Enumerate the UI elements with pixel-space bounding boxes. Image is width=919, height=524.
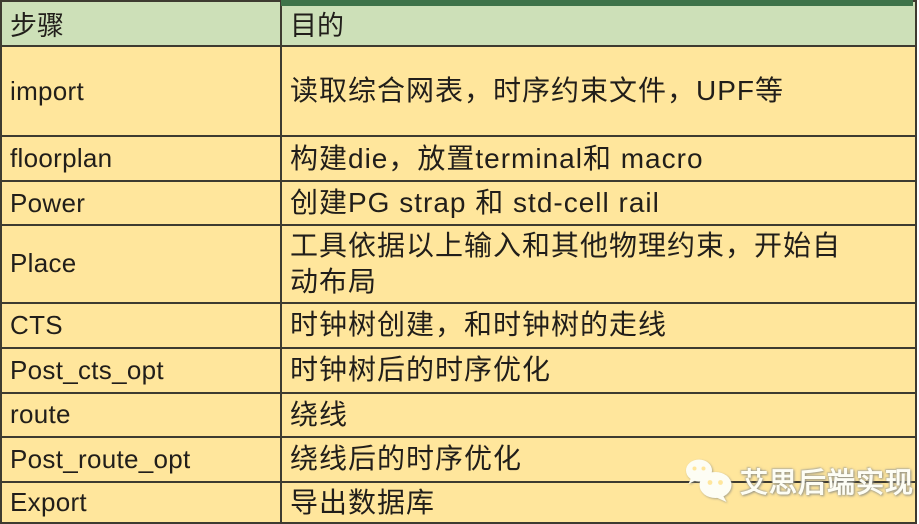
- table-row: import 读取综合网表，时序约束文件，UPF等: [0, 45, 917, 137]
- table-row: Power 创建PG strap 和 std-cell rail: [0, 180, 917, 226]
- purpose-cell: 绕线后的时序优化: [280, 435, 917, 483]
- table-row: CTS 时钟树创建，和时钟树的走线: [0, 301, 917, 349]
- step-cell: Post_route_opt: [0, 435, 282, 483]
- purpose-cell: 读取综合网表，时序约束文件，UPF等: [280, 45, 917, 137]
- table-row: floorplan 构建die，放置terminal和 macro: [0, 135, 917, 182]
- purpose-cell: 时钟树后的时序优化: [280, 346, 917, 394]
- table-row: Post_route_opt 绕线后的时序优化: [0, 435, 917, 483]
- purpose-cell: 创建PG strap 和 std-cell rail: [280, 180, 917, 226]
- purpose-cell: 构建die，放置terminal和 macro: [280, 135, 917, 182]
- watermark: 艾思后端实现: [685, 458, 914, 504]
- step-cell: floorplan: [0, 135, 282, 182]
- step-cell: CTS: [0, 301, 282, 349]
- table-row: Post_cts_opt 时钟树后的时序优化: [0, 346, 917, 394]
- header-top-accent: [281, 0, 913, 6]
- step-cell: route: [0, 391, 282, 438]
- table-row: route 绕线: [0, 391, 917, 438]
- header-row: 步骤 目的: [0, 0, 917, 47]
- purpose-cell: 导出数据库: [280, 480, 917, 524]
- purpose-cell: 绕线: [280, 391, 917, 438]
- purpose-cell: 时钟树创建，和时钟树的走线: [280, 301, 917, 349]
- table-row: Place 工具依据以上输入和其他物理约束，开始自 动布局: [0, 224, 917, 304]
- step-cell: import: [0, 45, 282, 137]
- column-header-purpose: 目的: [280, 0, 917, 47]
- step-cell: Export: [0, 480, 282, 524]
- purpose-cell: 工具依据以上输入和其他物理约束，开始自 动布局: [280, 224, 917, 304]
- step-cell: Power: [0, 180, 282, 226]
- column-header-step: 步骤: [0, 0, 282, 47]
- step-cell: Post_cts_opt: [0, 346, 282, 394]
- wechat-icon: [685, 458, 733, 504]
- watermark-label: 艾思后端实现: [739, 467, 914, 498]
- step-cell: Place: [0, 224, 282, 304]
